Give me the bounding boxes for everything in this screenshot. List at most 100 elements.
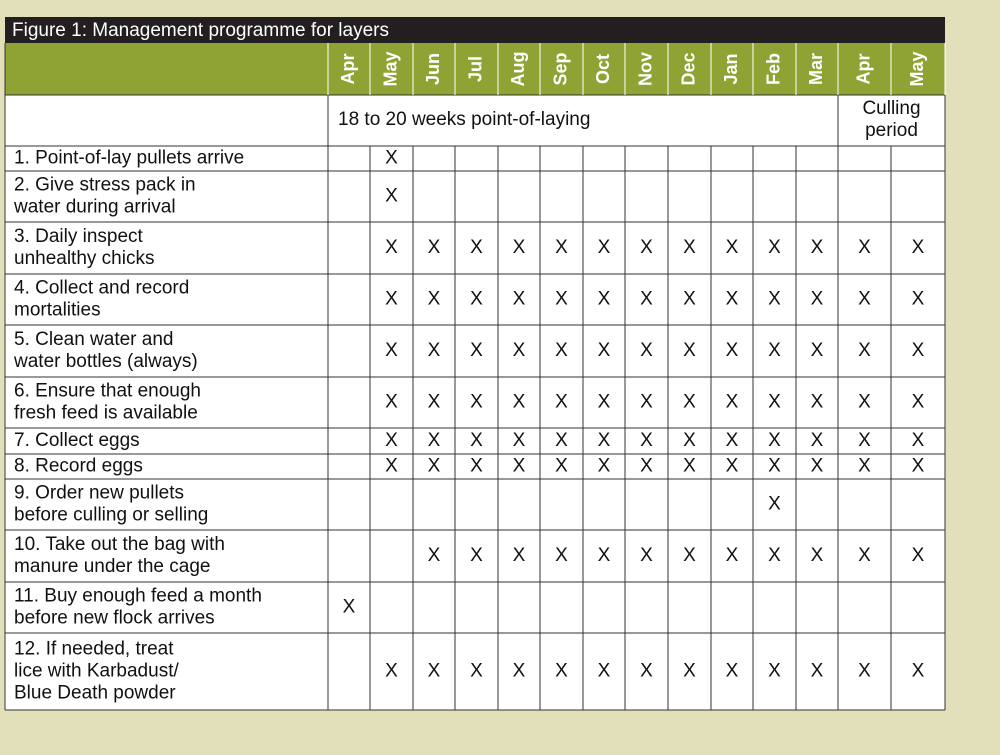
period-label: 18 to 20 weeks point-of-laying [338, 109, 590, 130]
mark: X [428, 237, 441, 258]
mark: X [726, 392, 739, 413]
period-label: period [865, 120, 918, 141]
mark: X [640, 430, 653, 451]
mark: X [470, 661, 483, 682]
month-label: Aug [508, 52, 528, 87]
mark: X [683, 340, 696, 361]
mark: X [726, 456, 739, 477]
mark: X [428, 545, 441, 566]
mark: X [912, 661, 925, 682]
mark: X [640, 340, 653, 361]
mark: X [385, 340, 398, 361]
mark: X [858, 289, 871, 310]
mark: X [858, 340, 871, 361]
mark: X [726, 661, 739, 682]
task-label: lice with Karbadust/ [14, 661, 179, 682]
mark: X [912, 289, 925, 310]
mark: X [858, 661, 871, 682]
mark: X [598, 289, 611, 310]
task-label: manure under the cage [14, 556, 210, 577]
mark: X [811, 430, 824, 451]
mark: X [428, 661, 441, 682]
table-body [5, 95, 945, 710]
mark: X [513, 545, 526, 566]
task-label: 12. If needed, treat [14, 639, 174, 660]
mark: X [683, 237, 696, 258]
mark: X [385, 430, 398, 451]
mark: X [640, 237, 653, 258]
mark: X [598, 340, 611, 361]
mark: X [768, 456, 781, 477]
mark: X [726, 430, 739, 451]
mark: X [598, 430, 611, 451]
mark: X [683, 456, 696, 477]
mark: X [640, 392, 653, 413]
mark: X [811, 456, 824, 477]
mark: X [640, 456, 653, 477]
mark: X [555, 392, 568, 413]
mark: X [768, 392, 781, 413]
task-label: 9. Order new pullets [14, 483, 184, 504]
mark: X [343, 597, 356, 618]
mark: X [683, 545, 696, 566]
mark: X [768, 494, 781, 515]
task-label: water bottles (always) [13, 351, 198, 372]
task-label: before culling or selling [14, 505, 208, 526]
task-label: fresh feed is available [14, 403, 198, 424]
mark: X [470, 545, 483, 566]
mark: X [555, 237, 568, 258]
mark: X [513, 289, 526, 310]
task-label: water during arrival [13, 197, 176, 218]
mark: X [385, 148, 398, 169]
task-label: 8. Record eggs [14, 456, 143, 477]
task-label: Blue Death powder [14, 683, 176, 704]
mark: X [555, 456, 568, 477]
mark: X [598, 392, 611, 413]
task-label: before new flock arrives [14, 608, 215, 629]
mark: X [811, 237, 824, 258]
month-label: Feb [763, 53, 783, 85]
mark: X [470, 430, 483, 451]
mark: X [683, 289, 696, 310]
month-label: Jan [721, 53, 741, 84]
period-label: Culling [862, 98, 920, 119]
month-label: Mar [806, 53, 826, 85]
header-row [5, 43, 945, 95]
mark: X [385, 186, 398, 207]
mark: X [598, 456, 611, 477]
mark: X [768, 237, 781, 258]
mark: X [513, 430, 526, 451]
mark: X [640, 545, 653, 566]
mark: X [428, 340, 441, 361]
task-label: 10. Take out the bag with [14, 534, 225, 555]
month-label: Dec [678, 52, 698, 85]
mark: X [555, 430, 568, 451]
mark: X [912, 456, 925, 477]
mark: X [555, 340, 568, 361]
mark: X [385, 289, 398, 310]
mark: X [768, 545, 781, 566]
mark: X [858, 456, 871, 477]
task-label: 6. Ensure that enough [14, 381, 201, 402]
mark: X [513, 237, 526, 258]
mark: X [768, 661, 781, 682]
mark: X [640, 289, 653, 310]
task-label: unhealthy chicks [14, 248, 154, 269]
mark: X [858, 545, 871, 566]
task-label: 1. Point-of-lay pullets arrive [14, 148, 244, 169]
task-label: 4. Collect and record [14, 278, 189, 299]
mark: X [470, 340, 483, 361]
task-label: 3. Daily inspect [14, 226, 144, 247]
mark: X [726, 340, 739, 361]
month-label: May [907, 51, 927, 86]
mark: X [726, 289, 739, 310]
mark: X [683, 392, 696, 413]
mark: X [811, 545, 824, 566]
month-label: Apr [338, 54, 358, 85]
mark: X [428, 456, 441, 477]
month-label: Oct [593, 54, 613, 84]
mark: X [912, 392, 925, 413]
month-label: Apr [853, 54, 873, 85]
mark: X [470, 392, 483, 413]
